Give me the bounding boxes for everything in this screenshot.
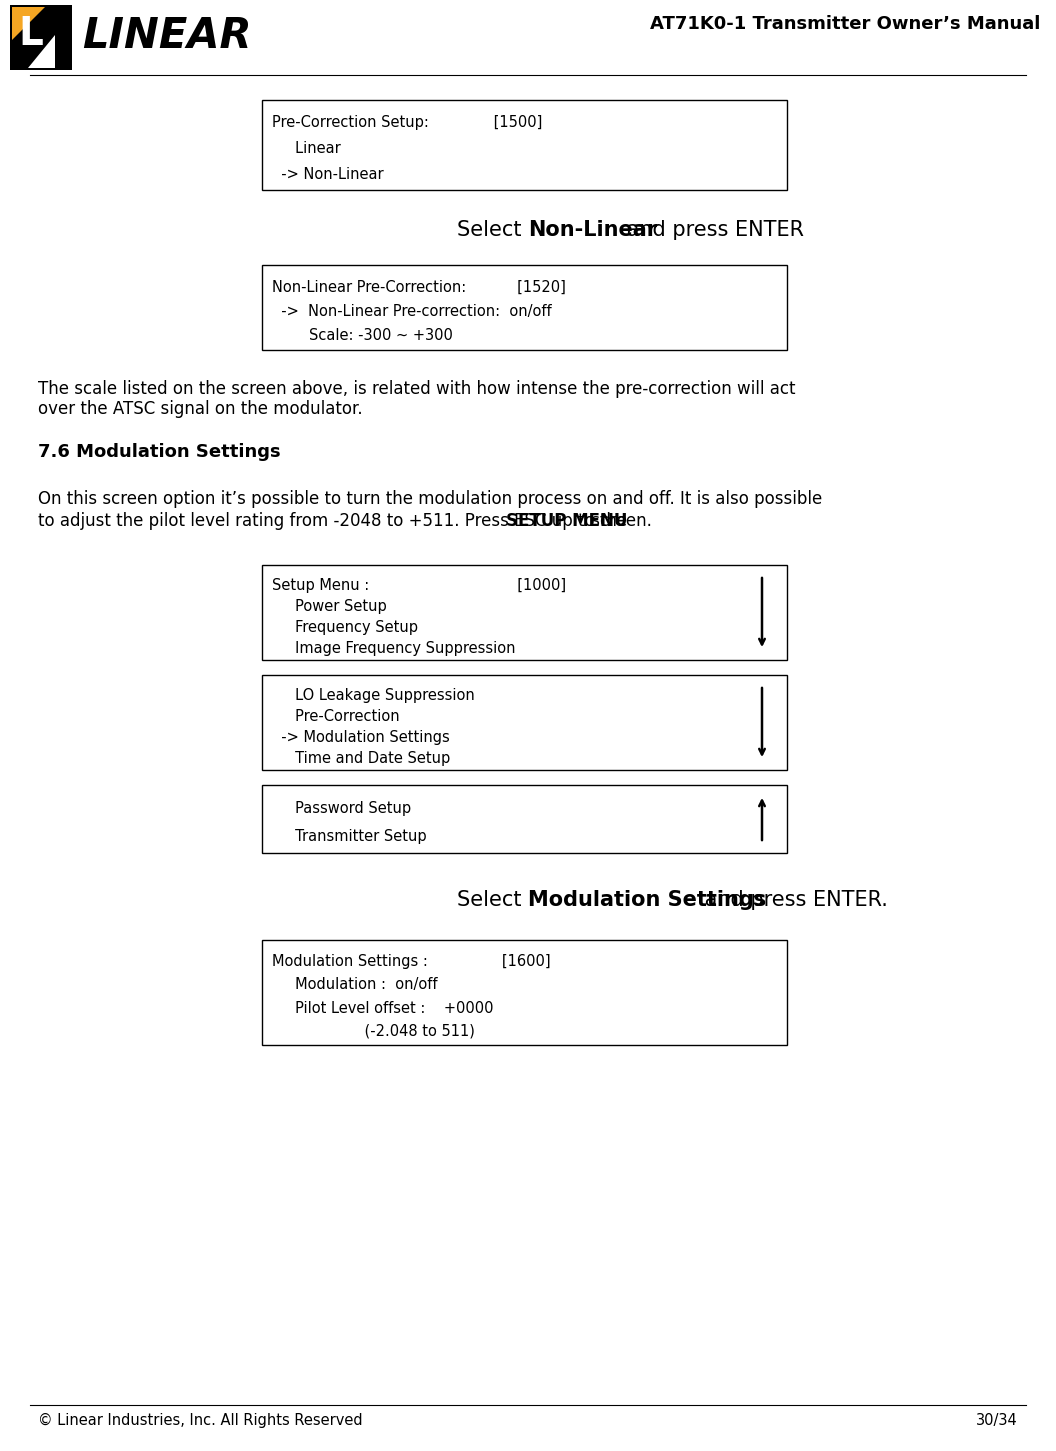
Text: SETUP MENU: SETUP MENU [506, 512, 627, 530]
Text: L: L [18, 15, 43, 54]
Text: 30/34: 30/34 [976, 1413, 1018, 1428]
Text: Time and Date Setup: Time and Date Setup [272, 752, 450, 766]
Text: -> Modulation Settings: -> Modulation Settings [272, 730, 450, 744]
Text: Select: Select [457, 221, 528, 239]
Text: Modulation Settings :                [1600]: Modulation Settings : [1600] [272, 953, 550, 969]
Text: Non-Linear: Non-Linear [528, 221, 657, 239]
Text: ->  Non-Linear Pre-correction:  on/off: -> Non-Linear Pre-correction: on/off [272, 303, 551, 319]
Text: Power Setup: Power Setup [272, 599, 386, 614]
Text: Non-Linear Pre-Correction:           [1520]: Non-Linear Pre-Correction: [1520] [272, 280, 566, 295]
Text: and press ENTER: and press ENTER [620, 221, 804, 239]
Text: AT71K0-1 Transmitter Owner’s Manual: AT71K0-1 Transmitter Owner’s Manual [649, 15, 1040, 33]
Text: -> Non-Linear: -> Non-Linear [272, 167, 383, 181]
Bar [262, 100, 787, 190]
Bar [262, 266, 787, 350]
Polygon shape [10, 4, 72, 70]
Text: screen.: screen. [586, 512, 652, 530]
Text: Linear: Linear [272, 141, 341, 157]
Bar [262, 564, 787, 660]
Text: (-2.048 to 511): (-2.048 to 511) [272, 1024, 475, 1039]
Bar [262, 785, 787, 853]
Polygon shape [29, 35, 55, 68]
Text: Modulation Settings: Modulation Settings [528, 889, 767, 910]
Text: LO Leakage Suppression: LO Leakage Suppression [272, 688, 475, 702]
Text: Pre-Correction Setup:              [1500]: Pre-Correction Setup: [1500] [272, 116, 543, 131]
Text: to adjust the pilot level rating from -2048 to +511. Press ESC up to the: to adjust the pilot level rating from -2… [38, 512, 633, 530]
Text: over the ATSC signal on the modulator.: over the ATSC signal on the modulator. [38, 400, 362, 418]
Text: On this screen option it’s possible to turn the modulation process on and off. I: On this screen option it’s possible to t… [38, 490, 823, 508]
Text: Setup Menu :                                [1000]: Setup Menu : [1000] [272, 577, 566, 592]
Bar [262, 940, 787, 1045]
Text: Pre-Correction: Pre-Correction [272, 708, 399, 724]
Polygon shape [12, 7, 45, 41]
Text: The scale listed on the screen above, is related with how intense the pre-correc: The scale listed on the screen above, is… [38, 380, 795, 398]
Text: and press ENTER.: and press ENTER. [698, 889, 888, 910]
Text: Pilot Level offset :    +0000: Pilot Level offset : +0000 [272, 1001, 493, 1016]
Text: Frequency Setup: Frequency Setup [272, 620, 418, 636]
Text: Transmitter Setup: Transmitter Setup [272, 829, 427, 843]
Text: Image Frequency Suppression: Image Frequency Suppression [272, 641, 515, 656]
Bar [262, 675, 787, 770]
Text: Modulation :  on/off: Modulation : on/off [272, 978, 437, 992]
Text: 7.6 Modulation Settings: 7.6 Modulation Settings [38, 443, 281, 461]
Text: Password Setup: Password Setup [272, 801, 411, 817]
Text: © Linear Industries, Inc. All Rights Reserved: © Linear Industries, Inc. All Rights Res… [38, 1413, 362, 1428]
Text: Select: Select [457, 889, 528, 910]
Text: LINEAR: LINEAR [82, 15, 251, 57]
Text: Scale: -300 ~ +300: Scale: -300 ~ +300 [272, 328, 453, 342]
